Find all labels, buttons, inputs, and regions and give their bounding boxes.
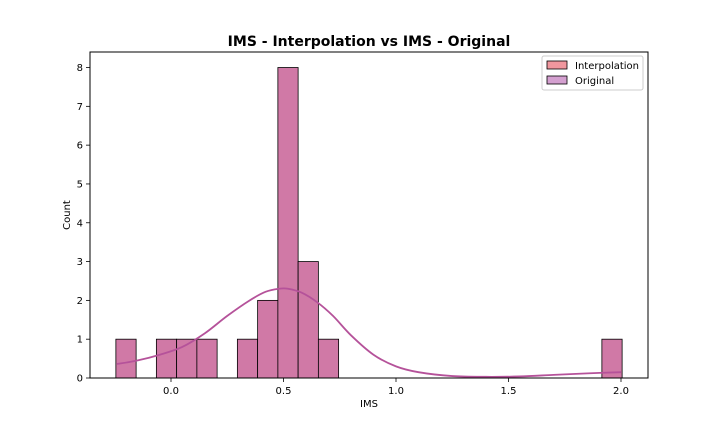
- x-axis-ticks: 0.0 0.5 1.0 1.5 2.0: [163, 378, 629, 397]
- y-tick-label-3: 3: [77, 257, 83, 268]
- y-tick-label-5: 5: [77, 179, 83, 190]
- legend-swatch-interpolation: [546, 60, 568, 70]
- legend: Interpolation Original: [541, 55, 644, 91]
- histogram-bar-8: [317, 338, 340, 379]
- y-axis-label: Count: [62, 200, 73, 230]
- histogram-bar-1: [155, 338, 178, 379]
- y-tick-label-6: 6: [77, 141, 83, 152]
- histogram-bar-0: [115, 338, 137, 379]
- chart-title: IMS - Interpolation vs IMS - Original: [228, 34, 511, 50]
- y-tick-label-1: 1: [77, 335, 83, 346]
- legend-swatch-original: [546, 75, 568, 85]
- histogram-bar-3: [196, 338, 218, 379]
- x-tick-label-4: 2.0: [613, 386, 629, 397]
- kde-curve: [116, 287, 622, 378]
- y-tick-label-8: 8: [77, 63, 83, 74]
- y-tick-label-7: 7: [77, 102, 83, 113]
- y-tick-label-4: 4: [77, 218, 83, 229]
- y-tick-label-2: 2: [77, 296, 83, 307]
- histogram-bar-4: [236, 338, 259, 379]
- y-tick-label-0: 0: [77, 374, 83, 385]
- histogram-bar-5: [257, 299, 279, 379]
- histogram-bar-7: [297, 261, 319, 379]
- histogram-bar-6: [277, 67, 299, 379]
- x-tick-label-0: 0.0: [163, 386, 179, 397]
- y-axis-ticks: 0 1 2 3 4 5 6 7 8: [77, 63, 90, 385]
- legend-label-interpolation: Interpolation: [575, 61, 639, 72]
- legend-label-original: Original: [575, 76, 614, 87]
- x-tick-label-1: 0.5: [276, 386, 292, 397]
- x-tick-label-3: 1.5: [501, 386, 517, 397]
- x-tick-label-2: 1.0: [388, 386, 404, 397]
- plot-frame: [89, 51, 649, 379]
- x-axis-label: IMS: [360, 399, 378, 410]
- bars-group: [115, 67, 623, 379]
